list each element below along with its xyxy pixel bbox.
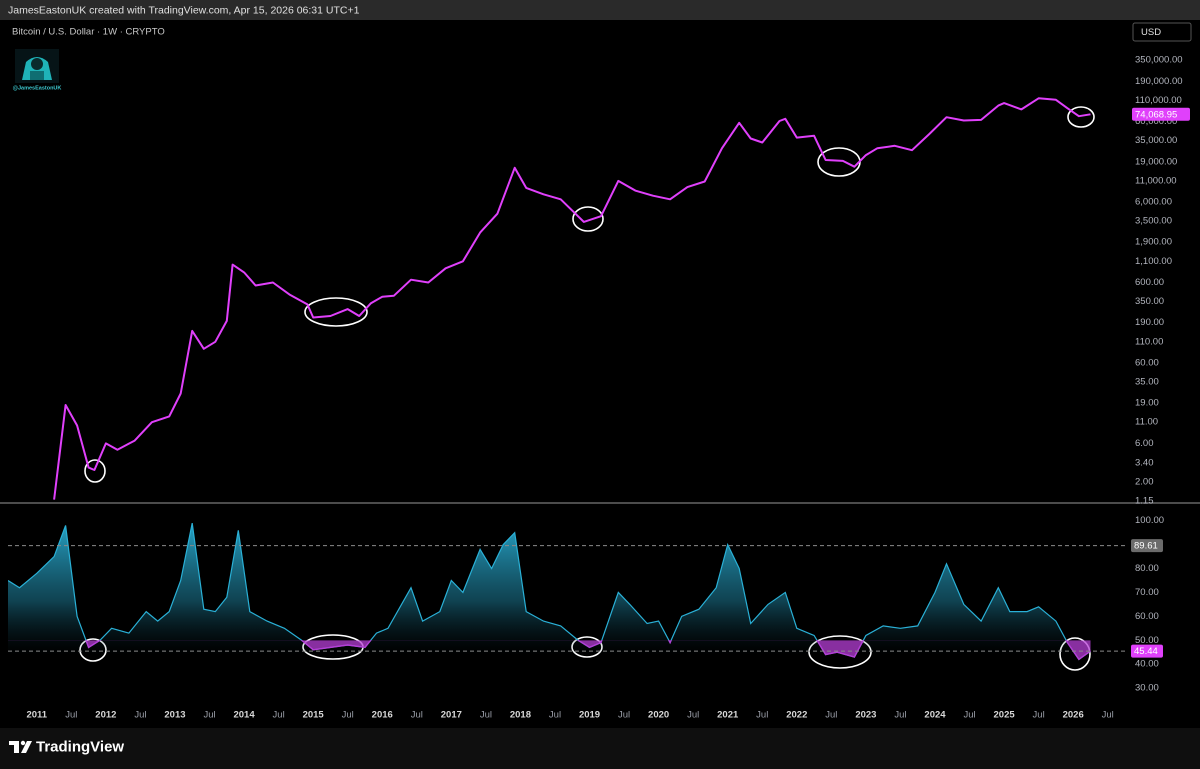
x-tick-label: Jul [825, 710, 837, 721]
x-tick-label: Jul [963, 710, 975, 721]
x-tick-label: 2025 [994, 710, 1016, 721]
y-tick-label: 6.00 [1135, 438, 1154, 449]
band-label: 45.44 [1134, 646, 1158, 657]
x-tick-label: 2012 [95, 710, 116, 721]
y-tick-label: 100.00 [1135, 515, 1164, 526]
x-tick-label: Jul [687, 710, 699, 721]
x-tick-label: 2019 [579, 710, 600, 721]
currency-box[interactable] [1132, 22, 1192, 42]
x-tick-label: Jul [480, 710, 492, 721]
x-tick-label: 2016 [372, 710, 393, 721]
currency-label[interactable]: USD [1141, 27, 1161, 38]
x-tick-label: Jul [65, 710, 77, 721]
x-tick-label: 2015 [303, 710, 325, 721]
y-tick-label: 110,000.00 [1135, 95, 1182, 106]
y-tick-label: 3.40 [1135, 458, 1154, 469]
avatar [15, 49, 59, 83]
x-tick-label: Jul [1102, 710, 1114, 721]
y-tick-label: 190.00 [1135, 317, 1164, 328]
x-tick-label: Jul [756, 710, 768, 721]
oscillator-line [8, 522, 1091, 661]
y-tick-label: 6,000.00 [1135, 197, 1172, 208]
watermark-handle: @JamesEastonUK [13, 85, 62, 91]
y-tick-label: 70.00 [1135, 587, 1159, 598]
band-tag [1131, 539, 1163, 553]
x-tick-label: Jul [203, 710, 215, 721]
x-tick-label: 2023 [855, 710, 876, 721]
y-tick-label: 350,000.00 [1135, 55, 1183, 66]
x-tick-label: Jul [134, 710, 146, 721]
x-tick-label: Jul [342, 710, 354, 721]
band-label: 89.61 [1134, 541, 1158, 552]
y-tick-label: 2.00 [1135, 476, 1154, 487]
band-tag [1131, 644, 1163, 658]
y-tick-label: 1,900.00 [1135, 237, 1172, 248]
oscillator-fill [8, 523, 1091, 700]
y-tick-label: 600.00 [1135, 277, 1164, 288]
x-tick-label: 2017 [441, 710, 462, 721]
y-tick-label: 19.00 [1135, 398, 1159, 409]
y-tick-label: 35,000.00 [1135, 135, 1177, 146]
x-tick-label: Jul [273, 710, 285, 721]
y-tick-label: 60,000.00 [1135, 116, 1177, 127]
y-tick-label: 30.00 [1135, 683, 1159, 694]
y-tick-label: 40.00 [1135, 659, 1159, 670]
y-tick-label: 110.00 [1135, 336, 1163, 347]
x-tick-label: Jul [549, 710, 561, 721]
annotation-circle [304, 297, 368, 327]
footer-logo [9, 740, 32, 753]
x-tick-label: Jul [1033, 710, 1045, 721]
last-value-tag [1132, 107, 1190, 121]
y-tick-label: 1,100.00 [1135, 256, 1172, 267]
y-tick-label: 350.00 [1135, 296, 1164, 307]
y-tick-label: 80.00 [1135, 563, 1159, 574]
price-line [53, 97, 1091, 500]
x-tick-label: 2018 [510, 710, 531, 721]
x-tick-label: 2020 [648, 710, 669, 721]
x-tick-label: 2021 [717, 710, 739, 721]
y-tick-label: 3,500.00 [1135, 215, 1172, 226]
y-tick-label: 1.15 [1135, 496, 1154, 507]
x-tick-label: 2026 [1063, 710, 1084, 721]
x-tick-label: Jul [411, 710, 423, 721]
header-text: JamesEastonUK created with TradingView.c… [8, 4, 360, 16]
y-tick-label: 50.00 [1135, 635, 1159, 646]
footer-brand: TradingView [36, 738, 124, 755]
y-tick-label: 11,000.00 [1135, 175, 1177, 186]
y-tick-label: 60.00 [1135, 611, 1159, 622]
x-tick-label: 2014 [233, 710, 255, 721]
y-tick-label: 19,000.00 [1135, 156, 1177, 167]
x-tick-label: 2024 [924, 710, 946, 721]
y-tick-label: 11.00 [1135, 417, 1158, 428]
annotation-circle [1067, 106, 1095, 128]
y-tick-label: 60.00 [1135, 357, 1159, 368]
y-tick-label: 190,000.00 [1135, 76, 1183, 87]
x-tick-label: Jul [894, 710, 906, 721]
last-value-label: 74,068.95 [1135, 109, 1177, 120]
x-tick-label: 2011 [26, 710, 47, 721]
header-bar [0, 0, 1200, 20]
y-tick-label: 35.00 [1135, 376, 1159, 387]
x-tick-label: 2013 [164, 710, 185, 721]
annotation-circle [84, 459, 106, 483]
chart-title: Bitcoin / U.S. Dollar · 1W · CRYPTO [12, 27, 165, 38]
annotation-circle [572, 206, 604, 232]
x-tick-label: Jul [618, 710, 630, 721]
x-tick-label: 2022 [786, 710, 807, 721]
footer-bar [0, 728, 1200, 769]
